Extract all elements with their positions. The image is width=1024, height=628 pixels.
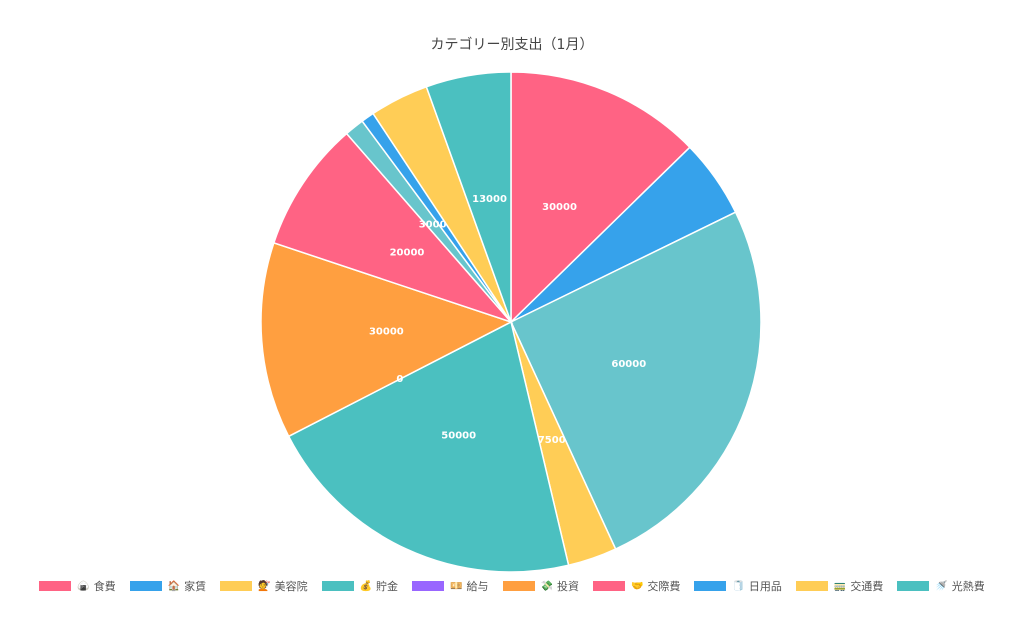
legend-label: 貯金 — [376, 580, 399, 593]
pie-slice-label-5: 0 — [396, 374, 403, 385]
legend-item-3[interactable]: 💰 貯金 — [321, 578, 399, 594]
pie-slice-0[interactable] — [510, 71, 691, 324]
chart-title: カテゴリー別支出（1月） — [430, 37, 594, 53]
legend-swatch — [39, 581, 72, 591]
legend-swatch — [321, 581, 354, 591]
legend-label: 光熱費 — [951, 580, 985, 593]
legend-emoji-icon: 💰 — [359, 580, 373, 592]
pie-slice-7[interactable] — [272, 132, 514, 324]
pie-slice-label-2: 60000 — [611, 359, 646, 370]
legend-swatch — [129, 581, 162, 591]
legend-emoji-icon: 🚿 — [935, 580, 948, 592]
legend-item-4[interactable]: 💴 給与 — [412, 578, 489, 594]
legend-swatch — [897, 581, 930, 591]
legend: 🍙 食費 🏠 家賃 💇 美容院 💰 貯金 💴 給与 💸 投資 🤝 交際費 🧻 日用品 🚃 交通費 🚿 光熱費 — [0, 578, 1024, 594]
legend-item-6[interactable]: 🤝 交際費 — [592, 578, 681, 594]
legend-emoji-icon: 💴 — [450, 580, 463, 592]
pie-slice-6[interactable] — [260, 241, 513, 438]
legend-swatch — [502, 581, 535, 591]
legend-label: 家賃 — [184, 580, 207, 593]
pie-slices — [260, 71, 762, 573]
legend-emoji-icon: 💇 — [258, 580, 271, 592]
pie-slice-label-6: 30000 — [369, 327, 404, 338]
legend-emoji-icon: 🏠 — [167, 580, 181, 592]
pie-slice-label-4: 50000 — [441, 431, 476, 442]
pie-slice-label-0: 30000 — [542, 202, 577, 213]
legend-item-5[interactable]: 💸 投資 — [502, 578, 579, 594]
legend-label: 交通費 — [850, 580, 884, 593]
legend-swatch — [694, 581, 727, 591]
legend-emoji-icon: 💸 — [540, 580, 553, 592]
legend-emoji-icon: 🤝 — [630, 580, 644, 592]
legend-swatch — [795, 581, 828, 591]
pie-slice-label-11: 13000 — [472, 194, 507, 205]
pie-slice-11[interactable] — [425, 71, 512, 323]
legend-emoji-icon: 🧻 — [732, 580, 745, 592]
legend-label: 美容院 — [274, 580, 308, 593]
pie-slice-2[interactable] — [510, 211, 762, 551]
pie-slice-label-7: 20000 — [390, 248, 425, 259]
legend-item-0[interactable]: 🍙 食費 — [39, 578, 116, 594]
legend-item-2[interactable]: 💇 美容院 — [220, 578, 308, 594]
legend-emoji-icon: 🍙 — [77, 580, 90, 592]
pie-slice-4[interactable] — [287, 320, 570, 573]
legend-item-1[interactable]: 🏠 家賃 — [129, 578, 207, 594]
legend-label: 給与 — [466, 580, 489, 593]
legend-item-7[interactable]: 🧻 日用品 — [694, 578, 782, 594]
legend-label: 投資 — [556, 580, 579, 593]
pie-slice-label-3: 7500 — [538, 435, 566, 446]
pie-slice-label-8: 3000 — [419, 220, 447, 231]
legend-swatch — [220, 581, 253, 591]
legend-item-8[interactable]: 🚃 交通費 — [795, 578, 884, 594]
legend-swatch — [412, 581, 445, 591]
pie-labels: 30000 60000 7500 50000 0 30000 20000 3000 13000 — [369, 194, 646, 446]
legend-label: 食費 — [93, 580, 116, 593]
legend-label: 日用品 — [748, 580, 782, 593]
legend-swatch — [592, 581, 625, 591]
legend-item-9[interactable]: 🚿 光熱費 — [897, 578, 985, 594]
legend-label: 交際費 — [647, 580, 681, 593]
legend-emoji-icon: 🚃 — [833, 580, 847, 592]
